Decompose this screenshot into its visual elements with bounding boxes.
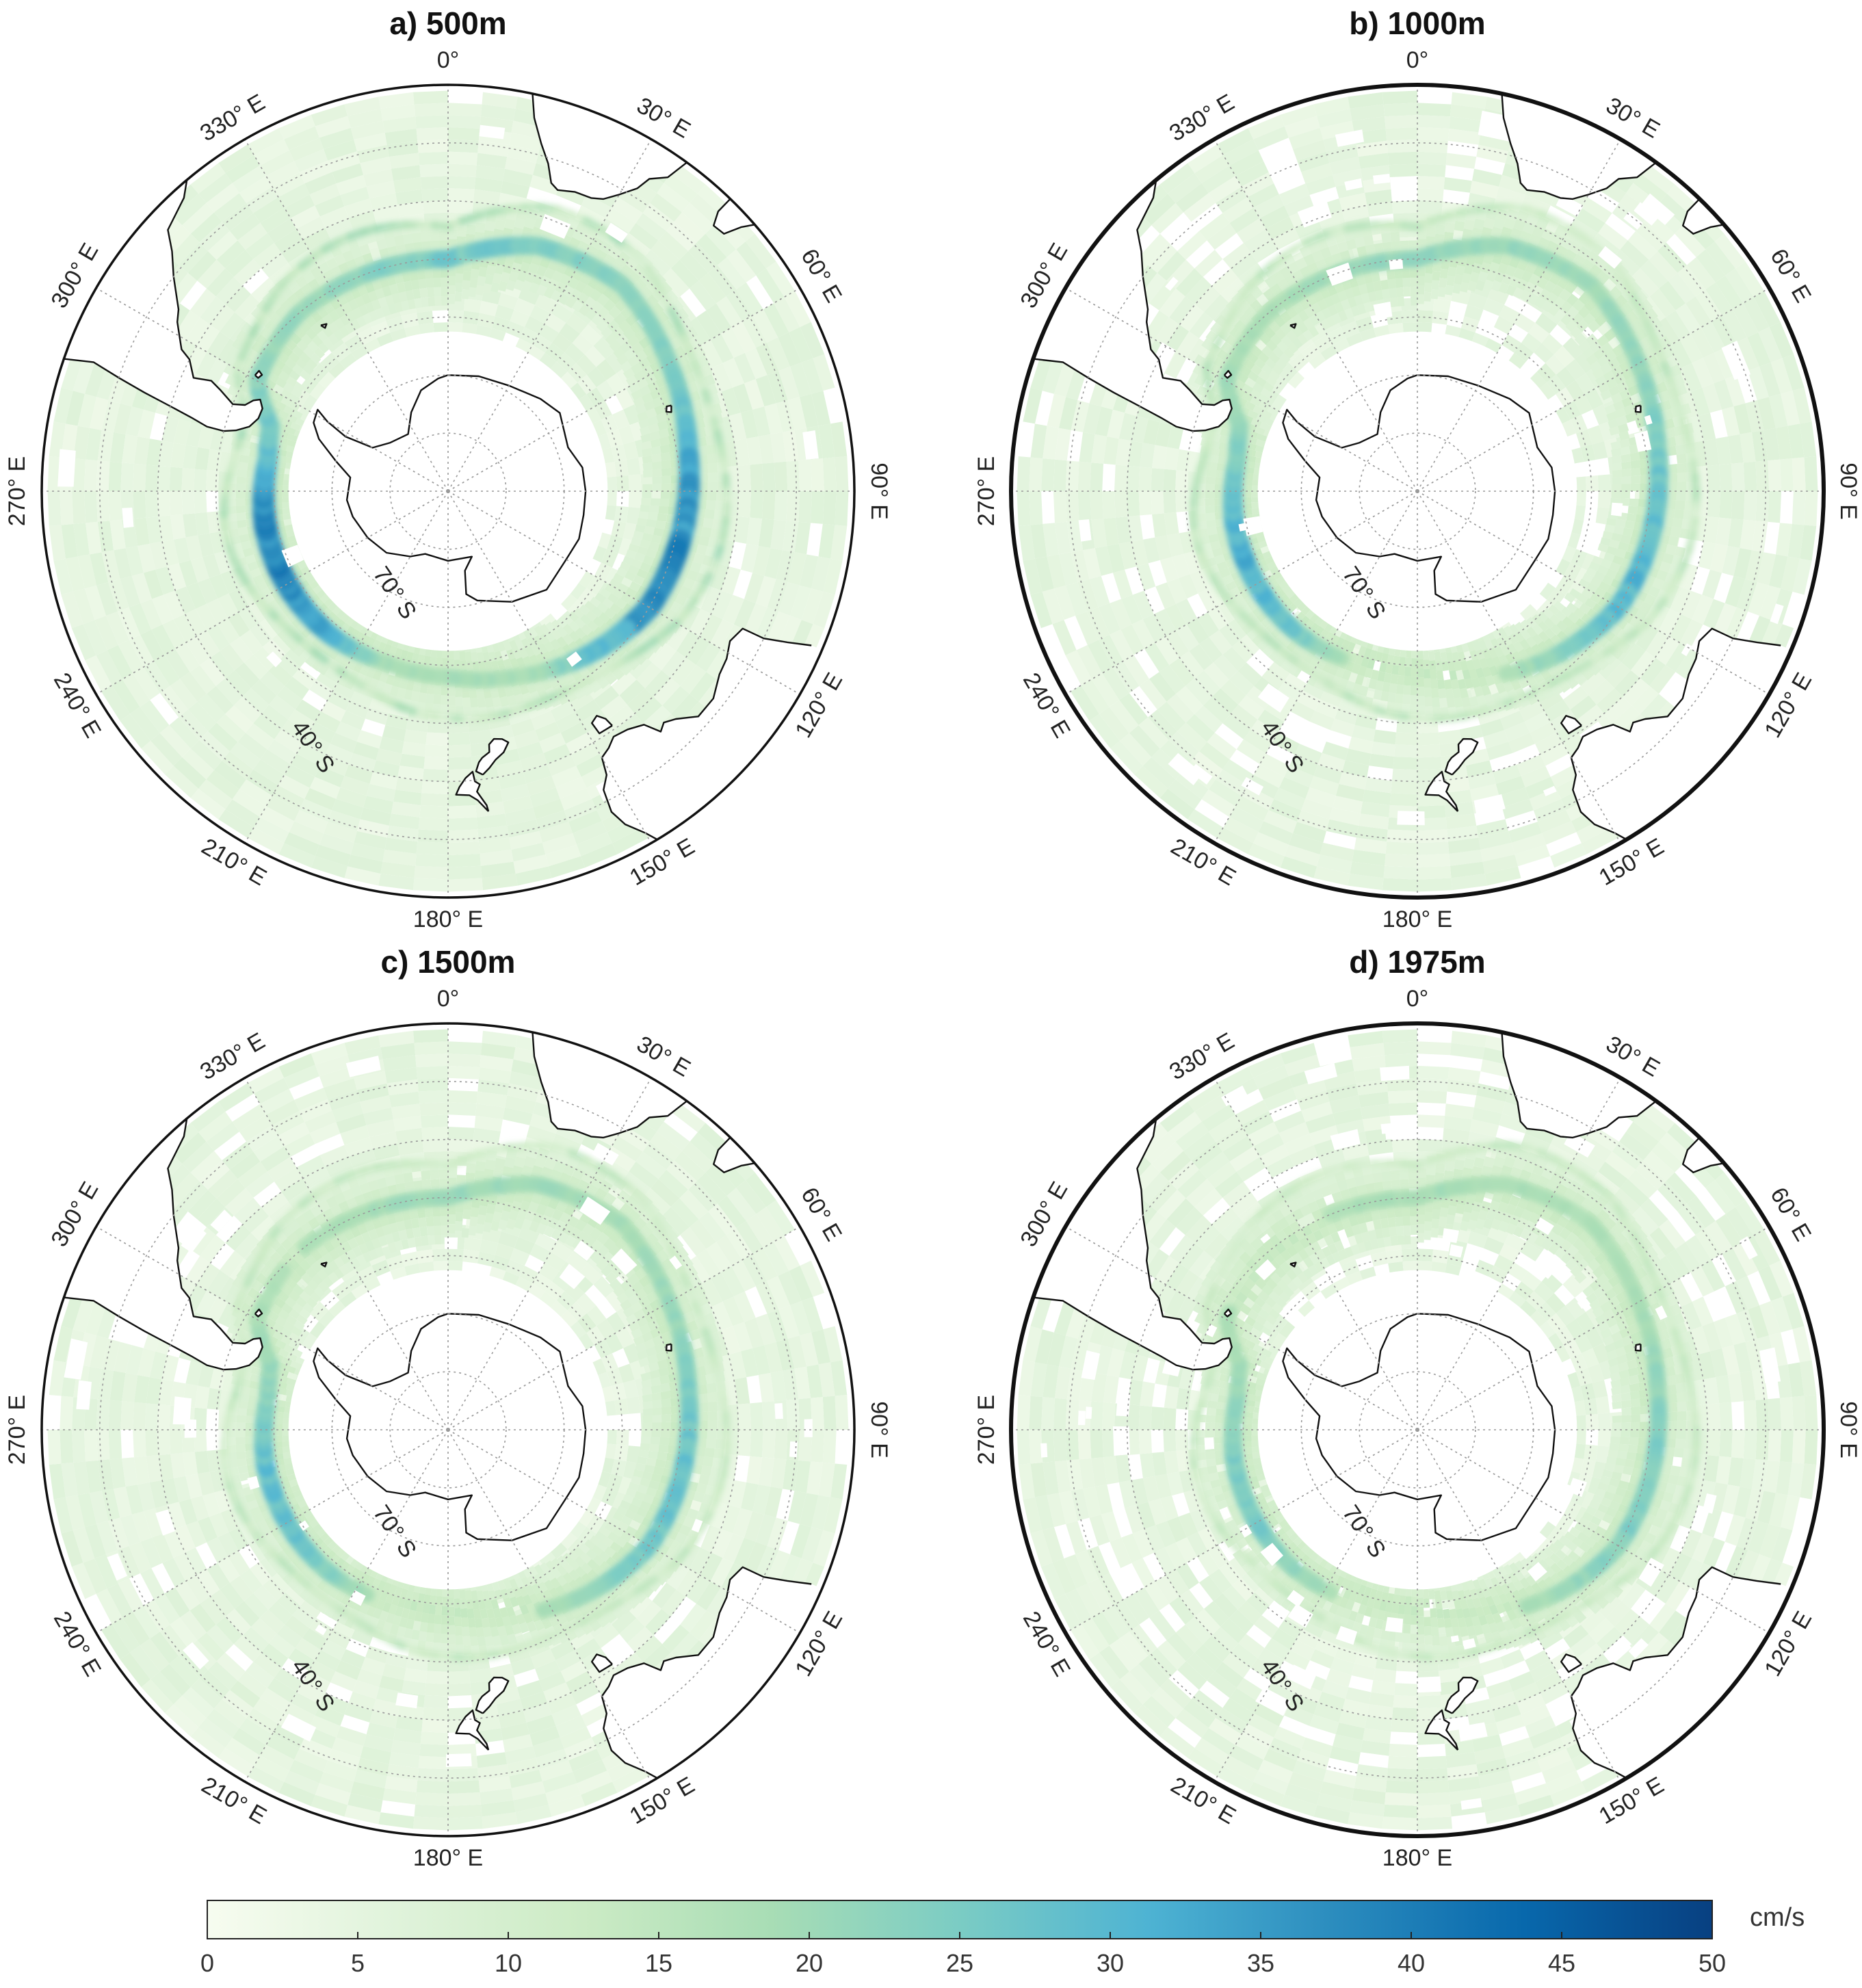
colorbar-tick-label: 20	[796, 1949, 823, 1977]
panel-c-acc-jet	[220, 1141, 731, 1662]
panel-b-title: b) 1000m	[1349, 5, 1485, 41]
panel-d-ocean-field	[1017, 1029, 1818, 1831]
colorbar-tick-label: 30	[1097, 1949, 1124, 1977]
panel-b-acc-jet	[1189, 202, 1701, 723]
panel-d-title: d) 1975m	[1349, 944, 1485, 980]
panel-a-lon-label: 0°	[437, 47, 460, 73]
panel-c-title: c) 1500m	[381, 944, 516, 980]
colorbar-tick-label: 15	[645, 1949, 672, 1977]
panel-b-missing-data	[1078, 110, 1784, 826]
panel-d-lon-label: 180° E	[1382, 1845, 1452, 1871]
colorbar-ticks: 0 5 10 15 20 25 30 35 40 45 50	[200, 1932, 1726, 1977]
panel-b-lon-label: 90° E	[1835, 462, 1861, 520]
panel-a-title: a) 500m	[389, 5, 506, 41]
panel-d-lon-label: 90° E	[1835, 1401, 1861, 1459]
panel-a-graticule	[42, 85, 854, 898]
colorbar-tick-label: 5	[351, 1949, 365, 1977]
panel-d-frame	[1009, 1021, 1826, 1838]
colorbar-tick-label: 0	[200, 1949, 214, 1977]
colorbar-tick-label: 35	[1247, 1949, 1274, 1977]
panel-a-lon-label: 270° E	[4, 456, 30, 526]
colorbar-tick-label: 50	[1699, 1949, 1726, 1977]
colorbar-tick-label: 40	[1398, 1949, 1425, 1977]
panel-d-acc-jet	[1189, 1141, 1701, 1662]
panel-a-lon-label: 90° E	[866, 462, 892, 520]
panel-c-lon-label: 90° E	[866, 1401, 892, 1459]
colorbar-tick-label: 25	[946, 1949, 973, 1977]
panel-c-frame	[40, 1022, 856, 1837]
panel-d-lon-label: 0°	[1406, 986, 1429, 1012]
panel-b-map	[1011, 85, 1824, 898]
panel-b-lon-label: 180° E	[1382, 906, 1452, 932]
panel-c-lon-label: 270° E	[4, 1395, 30, 1465]
panel-b-lon-label: 270° E	[973, 456, 999, 526]
panel-c-lon-label: 180° E	[413, 1845, 483, 1871]
panel-a-lon-label: 180° E	[413, 906, 483, 932]
panel-c-lon-label: 0°	[437, 986, 460, 1012]
panel-a-frame	[40, 83, 856, 899]
panel-b-frame	[1009, 83, 1826, 900]
panel-d-map	[1011, 1023, 1824, 1836]
panel-a-acc-jet	[220, 202, 731, 723]
panel-d-lon-label: 270° E	[973, 1395, 999, 1465]
colorbar-unit: cm/s	[1750, 1903, 1805, 1932]
panel-a-map	[42, 85, 854, 898]
panel-b-lon-label: 0°	[1406, 47, 1429, 73]
colorbar-tick-label: 45	[1548, 1949, 1575, 1977]
panel-c-map	[42, 1023, 854, 1836]
colorbar-tick-label: 10	[495, 1949, 522, 1977]
panel-c-ocean-field	[47, 1029, 849, 1831]
colorbar: 0 5 10 15 20 25 30 35 40 45 50 cm/s	[200, 1900, 1805, 1977]
